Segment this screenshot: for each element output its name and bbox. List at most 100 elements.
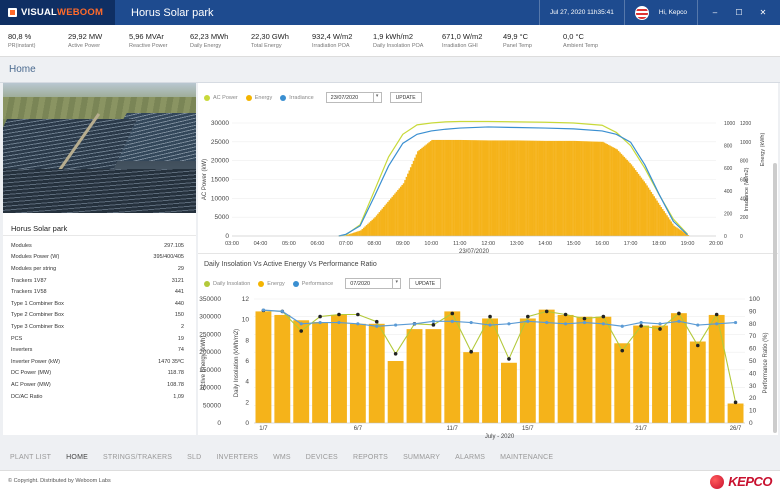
- nav-item-maintenance[interactable]: MAINTENANCE: [500, 453, 554, 461]
- legend-energy[interactable]: Energy: [258, 280, 285, 287]
- avatar[interactable]: [634, 5, 649, 20]
- energy-bar: [650, 191, 653, 236]
- y-tick-label: 25000: [211, 139, 229, 146]
- energy-bar: [670, 221, 673, 236]
- nav-item-wms[interactable]: WMS: [273, 453, 291, 461]
- divider: [538, 0, 540, 25]
- energy-bar: [661, 209, 664, 236]
- energy-bar: [348, 234, 351, 236]
- y3-tick-label: 10: [749, 408, 757, 415]
- y3-tick-label: 200: [740, 215, 749, 221]
- energy-bar: [397, 190, 399, 236]
- energy-bar: [667, 217, 670, 236]
- energy-bar: [432, 139, 435, 236]
- energy-bar: [624, 158, 627, 236]
- energy-bar: [607, 144, 610, 236]
- energy-bar: [408, 170, 411, 236]
- legend-daily-insolation[interactable]: Daily Insolation: [204, 280, 251, 287]
- legend-performance[interactable]: Performance: [292, 280, 333, 287]
- y-tick-label: 100000: [199, 385, 221, 392]
- energy-bar: [613, 147, 616, 236]
- energy-bar: [520, 140, 523, 236]
- insolation-point: [431, 323, 436, 327]
- energy-bar: [380, 210, 382, 236]
- nav-item-plant-list[interactable]: PLANT LIST: [10, 453, 52, 461]
- legend-label: Daily Insolation: [213, 280, 251, 287]
- maximize-icon[interactable]: ☐: [735, 8, 743, 17]
- kpi-item: 0,0 °C Ambient Temp: [555, 25, 615, 56]
- energy-bar: [391, 196, 394, 236]
- spec-value: 441: [174, 289, 184, 296]
- energy-bar: [414, 157, 416, 236]
- month-picker[interactable]: 07/2020 ▾: [345, 278, 402, 289]
- performance-dot-icon: [292, 280, 299, 287]
- divider: [0, 82, 780, 83]
- energy-bar: [579, 141, 581, 236]
- update-button[interactable]: UPDATE: [389, 92, 422, 103]
- energy-bar: [415, 154, 418, 236]
- nav-item-summary[interactable]: SUMMARY: [403, 453, 441, 461]
- close-icon[interactable]: ✕: [759, 8, 767, 17]
- insolation-point: [563, 312, 568, 317]
- energy-bar: [543, 140, 546, 236]
- date-picker[interactable]: 23/07/2020 ▾: [325, 92, 382, 103]
- energy-bar: [610, 146, 613, 236]
- energy-bar: [620, 153, 623, 236]
- nav-item-devices[interactable]: DEVICES: [305, 453, 338, 461]
- energy-bar: [367, 223, 369, 236]
- energy-bar: [596, 141, 599, 236]
- energy-bar: [274, 314, 291, 423]
- ac-power-dot-icon: [204, 94, 210, 101]
- spec-key: DC Power (MW): [11, 370, 52, 377]
- chevron-down-icon[interactable]: ▾: [392, 279, 400, 288]
- energy-bar: [485, 140, 487, 236]
- energy-bar: [565, 140, 567, 236]
- y-tick-label: 250000: [199, 331, 221, 338]
- plant-info-panel: Horus Solar park Modules 297.105 Modules P…: [3, 83, 196, 435]
- kpi-label: PR(instant): [8, 43, 36, 49]
- user-greeting[interactable]: Hi, Kepco: [658, 9, 687, 16]
- energy-bar: [357, 231, 359, 236]
- nav-item-strings-trakers[interactable]: STRINGS/TRAKERS: [102, 453, 173, 461]
- legend-energy[interactable]: Energy: [245, 94, 272, 101]
- nav-item-home[interactable]: HOME: [66, 453, 88, 461]
- energy-bar: [532, 140, 534, 236]
- energy-bar: [355, 231, 358, 236]
- nav-item-alarms[interactable]: ALARMS: [455, 453, 486, 461]
- energy-bar: [599, 141, 601, 236]
- kpi-label: Ambient Temp: [563, 43, 599, 49]
- brand-logo[interactable]: VISUAL WEBOOM: [0, 0, 115, 25]
- energy-bar: [255, 311, 272, 423]
- spec-value: 74: [177, 347, 184, 354]
- x-axis-label: July - 2020: [485, 434, 515, 440]
- energy-bar: [425, 329, 442, 423]
- x-tick-label: 14:00: [538, 241, 552, 247]
- legend-ac-power[interactable]: AC Power: [204, 94, 238, 101]
- energy-bar: [377, 213, 379, 236]
- kpi-item: 29,92 MW Active Power: [60, 25, 121, 56]
- logo-text: KEPCO: [728, 474, 772, 489]
- x-axis-label: 23/07/2020: [459, 249, 490, 255]
- energy-bar: [542, 140, 544, 236]
- y3-tick-label: 60: [749, 346, 757, 353]
- legend-irradiance[interactable]: Irradiance: [280, 94, 314, 101]
- performance-point: [488, 323, 492, 327]
- y2-tick-label: 600: [724, 166, 733, 172]
- energy-bar: [401, 184, 403, 236]
- update-button[interactable]: UPDATE: [409, 278, 442, 289]
- energy-bar: [519, 318, 536, 423]
- energy-bar: [646, 185, 648, 236]
- nav-item-inverters[interactable]: INVERTERS: [216, 453, 259, 461]
- y3-tick-label: 70: [749, 333, 757, 340]
- plant-title: Horus Solar park: [131, 6, 214, 19]
- datetime: Jul 27, 2020 11h35:41: [549, 9, 614, 16]
- minimize-icon[interactable]: –: [712, 8, 718, 17]
- spec-value: 19: [177, 335, 184, 342]
- nav-item-reports[interactable]: REPORTS: [352, 453, 389, 461]
- nav-item-sld[interactable]: SLD: [187, 453, 202, 461]
- chevron-down-icon[interactable]: ▾: [372, 93, 381, 102]
- energy-bar: [651, 194, 654, 236]
- energy-bar: [378, 212, 381, 236]
- scrollbar[interactable]: [773, 163, 777, 433]
- plant-name: Horus Solar park: [3, 219, 196, 236]
